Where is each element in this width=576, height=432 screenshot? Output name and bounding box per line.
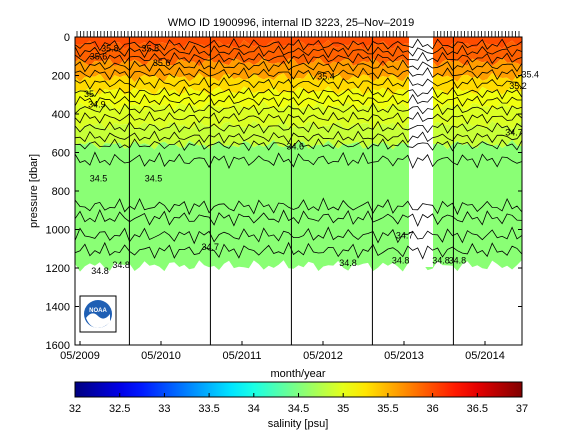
contour-label: 35.6 (153, 58, 171, 68)
contour-line (74, 120, 523, 135)
contour-line (74, 93, 522, 108)
chart-title: WMO ID 1900996, internal ID 3223, 25–Nov… (168, 17, 414, 29)
y-tick-label: 1600 (46, 340, 70, 352)
contour-line (74, 76, 523, 90)
isohaline-contours (74, 37, 523, 260)
y-tick-label: 1000 (46, 225, 70, 237)
plot-area: 35.8 35.835.635.635.4 35.435.23534.934.734… (74, 31, 539, 346)
contour-line (74, 151, 523, 169)
x-tick-label: 05/2012 (303, 350, 343, 362)
contour-label: 35.2 (509, 81, 527, 91)
contour-line (74, 37, 523, 52)
y-tick-label: 200 (52, 71, 70, 83)
contour-label: 34.7 (396, 230, 414, 240)
contour-label: 35.8 (142, 44, 160, 54)
colorbar-tick-label: 34.5 (288, 403, 309, 415)
colorbar-label: salinity [psu] (268, 418, 329, 430)
contour-label: 35.4 (522, 70, 540, 80)
logo-wave (86, 313, 110, 328)
contour-label: 34.8 (432, 255, 450, 265)
contour-line (74, 138, 523, 152)
x-tick-label: 05/2013 (384, 350, 424, 362)
y-tick-label: 1400 (46, 302, 70, 314)
y-tick-label: 600 (52, 148, 70, 160)
contour-label: 34.7 (202, 242, 220, 252)
contour-label: 34.8 (112, 260, 130, 270)
contour-label: 34.8 (339, 258, 357, 268)
y-tick-label: 400 (52, 109, 70, 121)
contour-label: 34.8 (91, 266, 109, 276)
y-tick-label: 800 (52, 186, 70, 198)
x-axis: 05/2009 05/2010 05/2011 05/2012 05/2013 05/20… (60, 341, 505, 362)
y-axis: 0 200 400 600 800 1000 1200 1400 1600 (46, 32, 522, 352)
contour-line (74, 208, 523, 227)
colorbar-tick-label: 34 (248, 403, 260, 415)
contour-line (74, 51, 523, 65)
colorbar-tick-label: 32 (69, 403, 81, 415)
colorbar-tick-label: 36.5 (467, 403, 488, 415)
contour-label: 35.6 (90, 51, 108, 61)
contour-line (74, 44, 523, 59)
contour-line (74, 197, 523, 216)
salinity-layer (75, 57, 522, 83)
contour-label: 34.7 (505, 127, 523, 137)
contour-label: 34.5 (145, 174, 163, 184)
noaa-logo: NOAA (79, 295, 117, 333)
y-tick-label: 1200 (46, 263, 70, 275)
colorbar-tick-label: 37 (516, 403, 528, 415)
x-tick-label: 05/2009 (60, 350, 100, 362)
contour-line (74, 226, 523, 245)
contour-line (74, 102, 523, 116)
contour-label: 34.5 (90, 174, 108, 184)
contour-line (74, 86, 523, 100)
x-tick-label: 05/2011 (223, 350, 262, 362)
contour-line (74, 241, 523, 260)
colorbar-tick-label: 33.5 (198, 403, 219, 415)
x-tick-label: 05/2010 (141, 350, 181, 362)
colorbar-tick-label: 35.5 (377, 403, 398, 415)
x-tick-label: 05/2014 (465, 350, 505, 362)
year-separator-lines (128, 37, 454, 345)
colorbar-tick-label: 35 (337, 403, 349, 415)
contour-line (74, 67, 523, 81)
y-tick-label: 0 (64, 32, 70, 44)
contour-label: 34.8 (449, 255, 467, 265)
contour-line (74, 130, 523, 144)
colorbar-tick-label: 33 (158, 403, 170, 415)
contour-label: 35.4 (317, 72, 335, 82)
profile-markers (76, 31, 520, 37)
colorbar: 32 32.5 33 33.5 34 34.5 35 35.5 36 36.5 37 salinit… (69, 381, 528, 430)
contour-line (74, 111, 523, 125)
contour-label: 35.8 (101, 44, 119, 54)
contour-labels: 35.8 35.835.635.635.4 35.435.23534.934.734… (84, 44, 539, 276)
contour-label: 34.8 (392, 255, 410, 265)
contour-label: 34.6 (287, 142, 305, 152)
y-axis-label: pressure [dbar] (28, 154, 40, 228)
colorbar-tick-label: 36 (426, 403, 438, 415)
logo-text: NOAA (89, 308, 107, 314)
x-axis-label: month/year (270, 368, 325, 380)
data-gap-2013 (409, 37, 433, 267)
contour-label: 35 (84, 89, 94, 99)
contour-line (74, 59, 523, 73)
colorbar-tick-label: 32.5 (109, 403, 130, 415)
colorbar-ticks: 32 32.5 33 33.5 34 34.5 35 35.5 36 36.5 37 (69, 393, 528, 415)
contour-label: 34.9 (88, 99, 106, 109)
